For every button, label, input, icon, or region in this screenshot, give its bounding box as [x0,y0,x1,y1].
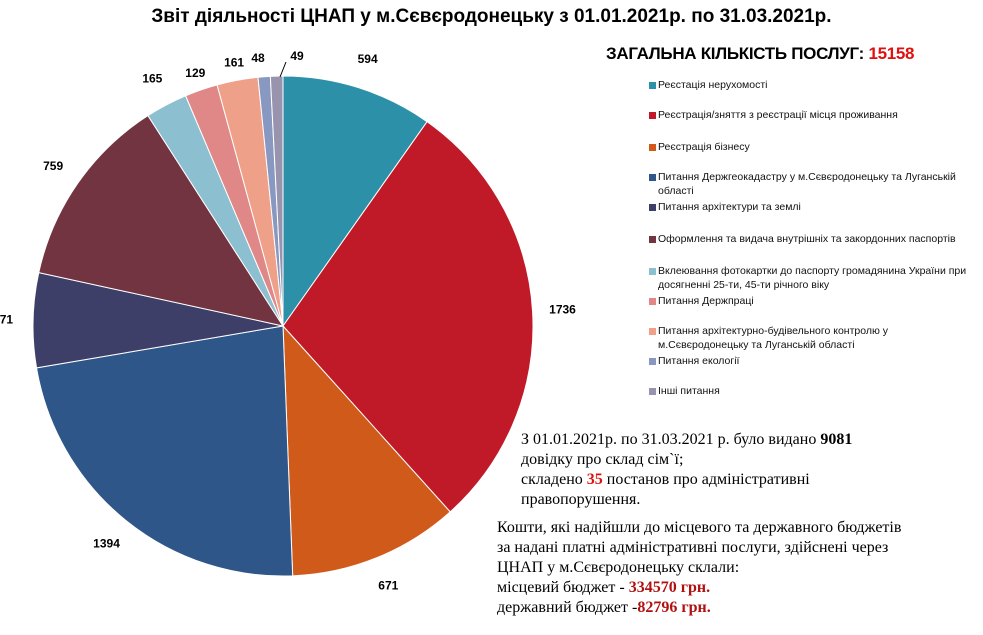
note-text: правопорушення. [521,491,641,508]
legend-label: Питання архітектури та землі [658,201,801,213]
legend-label: Питання екології [658,355,740,367]
data-label: 165 [142,71,162,85]
legend-item: Питання Держпраці [649,294,978,308]
legend-label: Реєстрація/зняття з реєстрації місця про… [658,109,898,121]
note-budget: Кошти, які надійшли до місцевого та держ… [497,518,977,618]
pie-slice [282,324,451,577]
local-budget-label: місцевий бюджет - [497,579,629,596]
data-label: 1736 [549,302,576,316]
pie-slice [35,325,294,577]
legend-item: Реєстрація/зняття з реєстрації місця про… [649,108,978,122]
legend-label: Вклеювання фотокартки до паспорту громад… [658,265,967,291]
note-text: З 01.01.2021р. по 31.03.2021 р. було вид… [521,431,821,448]
legend-item: Вклеювання фотокартки до паспорту громад… [649,264,978,292]
legend-swatch [649,358,656,365]
legend-label: Питання Держпраці [658,295,754,307]
legend-swatch [649,388,656,395]
legend-label: Інші питання [658,385,720,397]
note-text: Кошти, які надійшли до місцевого та держ… [497,519,902,536]
data-label: 49 [290,49,304,63]
pie-slice [38,114,285,327]
legend-swatch [649,204,656,211]
legend-label: Реєстація нерухомості [658,79,768,91]
total-value: 15158 [868,44,915,63]
certificates-count: 9081 [820,431,853,448]
legend-swatch [649,112,656,119]
data-label: 129 [185,66,205,80]
pie-slice [282,120,534,513]
legend-label: Питання Держгеокадастру у м.Сєвєродонець… [658,171,956,197]
data-label: 671 [378,578,398,592]
pie-chart: 594 1736 671 1394 371 759 165 129 161 48 49 [0,49,576,592]
legend-swatch [649,328,656,335]
legend-item: Питання архітектури та землі [649,200,978,214]
data-label: 371 [0,312,13,326]
legend-swatch [649,174,656,181]
pie-slice [282,75,428,328]
pie-slice [269,75,284,327]
data-label: 161 [224,56,244,70]
leader-line [279,61,287,78]
note-text: складено [521,471,587,488]
resolutions-count: 35 [586,471,603,488]
state-budget-label: державний бюджет - [497,599,638,616]
data-label: 594 [358,52,378,66]
legend-item: Інші питання [649,384,978,398]
legend-item: Реєстрація бізнесу [649,140,978,154]
note-certificates: З 01.01.2021р. по 31.03.2021 р. було вид… [521,430,981,510]
data-label: 48 [251,51,265,65]
local-budget-value: 334570 грн. [628,579,711,596]
note-text: ЦНАП у м.Сєвєродонецьку склали: [497,559,740,576]
note-text: довідку про склад сім`ї; [521,451,684,468]
legend-label: Оформлення та видача внутрішніх та закор… [658,233,956,245]
legend-swatch [649,268,656,275]
legend-item: Реєстація нерухомості [649,78,978,92]
legend-swatch [649,298,656,305]
data-label: 759 [43,159,63,173]
total-services: ЗАГАЛЬНА КІЛЬКІСТЬ ПОСЛУГ: 15158 [606,44,915,64]
legend-label: Реєстрація бізнесу [658,141,750,153]
chart-title: Звіт діяльності ЦНАП у м.Сєвєродонецьку … [151,6,832,27]
legend-swatch [649,82,656,89]
total-label: ЗАГАЛЬНА КІЛЬКІСТЬ ПОСЛУГ: [606,44,864,63]
legend-swatch [649,236,656,243]
legend-swatch [649,144,656,151]
legend-item: Питання Держгеокадастру у м.Сєвєродонець… [649,170,978,198]
legend-label: Питання архітектурно-будівельного контро… [658,325,889,351]
legend-item: Оформлення та видача внутрішніх та закор… [649,232,978,246]
state-budget-value: 82796 грн. [637,599,711,616]
note-text: за надані платні адміністративні послуги… [497,539,889,556]
note-text: постанов про адміністративні [602,471,810,488]
legend-item: Питання екології [649,354,978,368]
data-label: 1394 [93,536,120,550]
legend-item: Питання архітектурно-будівельного контро… [649,324,978,352]
